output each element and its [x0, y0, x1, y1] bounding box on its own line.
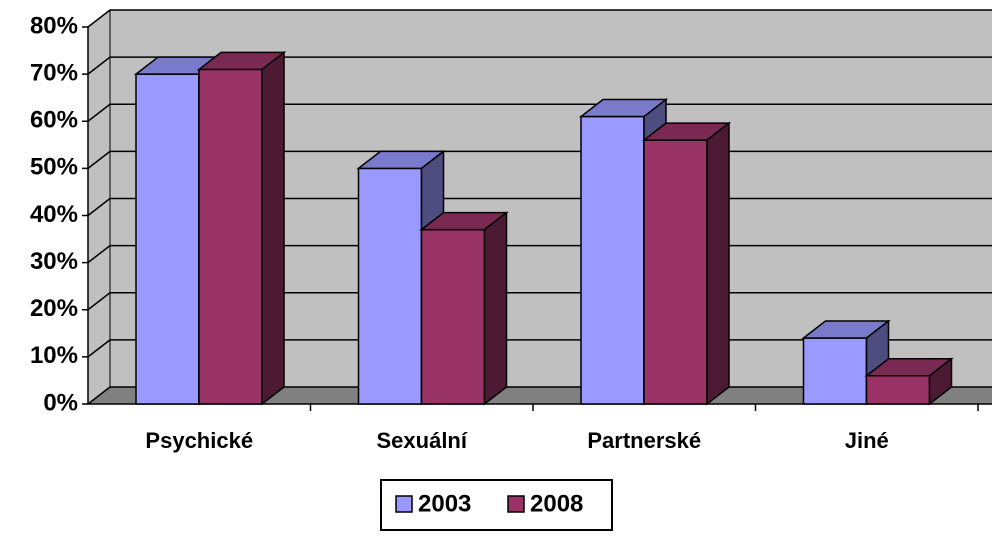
y-tick-label: 60%	[30, 107, 78, 134]
x-tick-label: Psychické	[145, 428, 253, 453]
y-tick-label: 30%	[30, 248, 78, 275]
legend-label: 2003	[418, 490, 471, 517]
bar-side	[261, 50, 285, 406]
x-tick-label: Partnerské	[587, 428, 701, 453]
grid-line	[87, 339, 111, 358]
y-tick-label: 50%	[30, 154, 78, 181]
grid-line	[87, 197, 111, 217]
bar	[802, 337, 868, 405]
y-tick-label: 10%	[30, 342, 78, 369]
x-tick-label: Sexuální	[377, 428, 468, 453]
y-tick-label: 0%	[43, 389, 78, 416]
bar	[198, 68, 263, 405]
grid-line	[87, 150, 111, 169]
y-tick-label: 70%	[30, 59, 78, 86]
bar-side	[483, 211, 508, 406]
legend-swatch	[507, 495, 525, 513]
y-tick-label: 20%	[30, 295, 78, 322]
grid-line	[87, 9, 111, 28]
bar	[357, 167, 423, 405]
legend-label: 2008	[530, 490, 583, 517]
grid-line	[87, 245, 111, 264]
bar	[865, 374, 931, 405]
bar-side	[928, 357, 953, 406]
bar	[420, 228, 486, 405]
legend-box	[380, 479, 613, 531]
x-tick-label: Jiné	[845, 428, 889, 453]
bar	[135, 73, 200, 405]
grid-line	[87, 386, 111, 405]
legend-swatch	[395, 495, 413, 513]
grid-line	[87, 103, 111, 122]
y-tick-label: 40%	[30, 201, 78, 228]
bar	[643, 139, 708, 405]
y-tick-label: 80%	[30, 12, 78, 39]
grid-line	[87, 56, 111, 75]
grid-line	[87, 292, 111, 311]
bar	[580, 115, 645, 405]
bar-side	[706, 121, 730, 406]
